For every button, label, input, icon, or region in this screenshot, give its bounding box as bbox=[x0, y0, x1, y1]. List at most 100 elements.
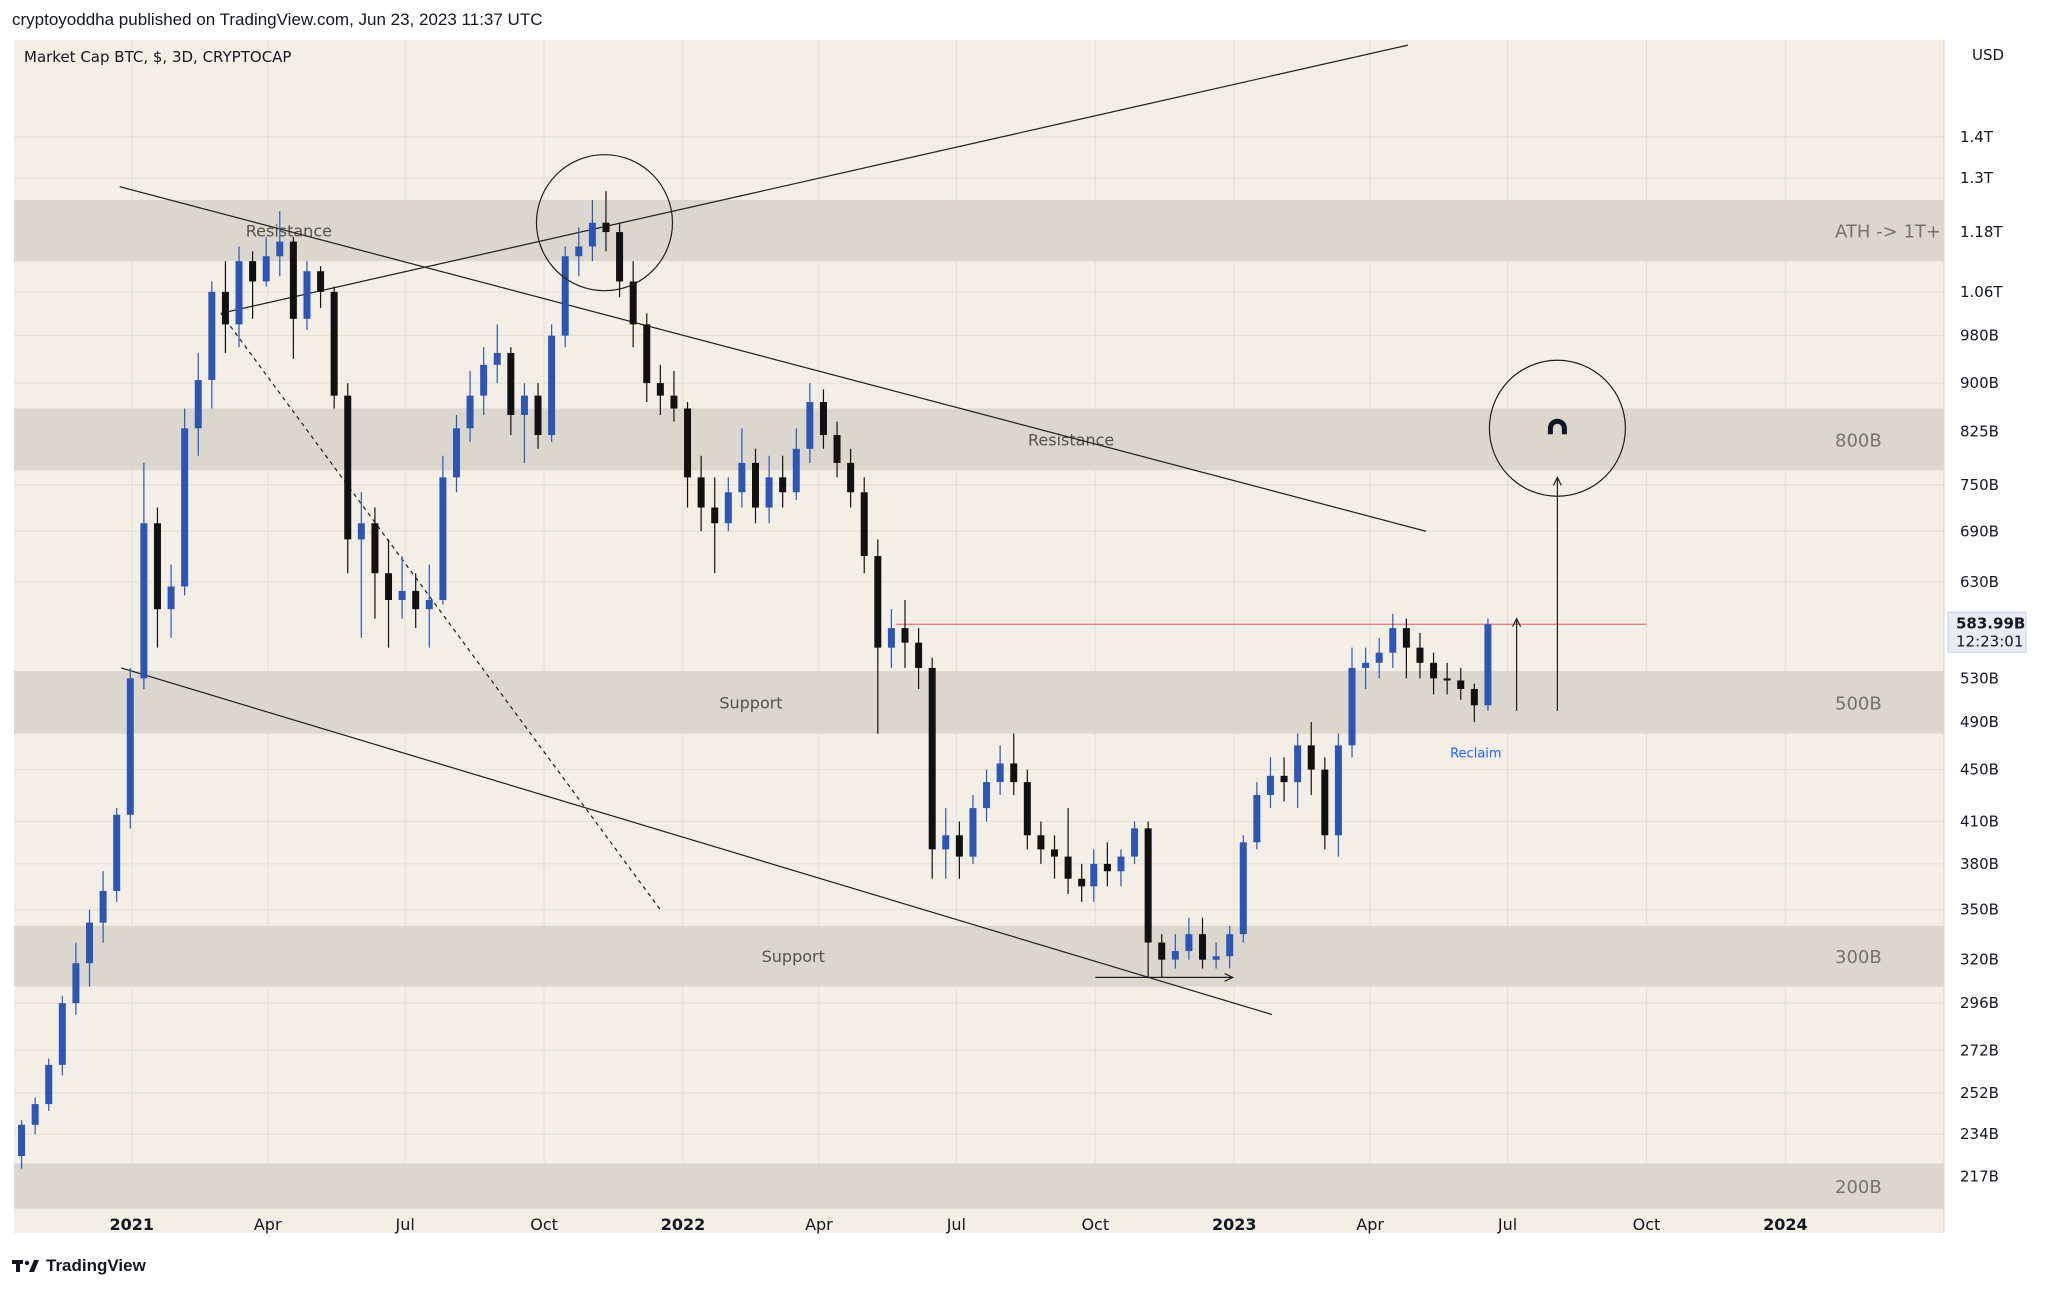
candle-body bbox=[330, 291, 338, 396]
candle-body bbox=[983, 782, 991, 809]
candle-body bbox=[833, 435, 841, 463]
currency-label: USD bbox=[1972, 46, 2004, 64]
price-tick-label: 320B bbox=[1960, 951, 1999, 969]
candle-body bbox=[126, 678, 134, 815]
candle-body bbox=[792, 448, 800, 493]
time-tick-label: 2023 bbox=[1212, 1215, 1257, 1234]
candle-body bbox=[656, 383, 664, 396]
candle-body bbox=[493, 352, 501, 365]
candle-body bbox=[1023, 782, 1031, 836]
candle-body bbox=[1212, 956, 1220, 960]
candle-body bbox=[1117, 856, 1125, 872]
candle-body bbox=[534, 395, 542, 436]
zone-band bbox=[14, 1163, 1944, 1208]
candle-body bbox=[1064, 856, 1072, 879]
candle-body bbox=[412, 590, 420, 610]
candle-body bbox=[480, 364, 488, 396]
chart-title: Market Cap BTC, $, 3D, CRYPTOCAP bbox=[24, 48, 291, 66]
price-axis[interactable]: 1.4T 1.3T 1.18T 1.06T 980B 900B 825B 750B 690B 63… bbox=[1960, 128, 2003, 1186]
time-tick-label: 2024 bbox=[1763, 1215, 1808, 1234]
candle-body bbox=[1144, 828, 1152, 943]
candle-body bbox=[371, 523, 379, 574]
magnet-icon bbox=[1547, 418, 1567, 435]
time-tick-label: 2022 bbox=[661, 1215, 706, 1234]
zone-band bbox=[14, 199, 1944, 262]
dashed-trendline bbox=[220, 312, 661, 911]
candle-body bbox=[548, 335, 556, 436]
candle-body bbox=[874, 556, 882, 648]
price-tick-label: 217B bbox=[1960, 1167, 1999, 1185]
candle-body bbox=[113, 814, 121, 891]
candle-body bbox=[915, 642, 923, 668]
price-tick-label: 690B bbox=[1960, 522, 1999, 540]
time-tick-label: Oct bbox=[530, 1215, 558, 1234]
time-tick-label: Apr bbox=[254, 1215, 282, 1234]
tradingview-footer[interactable]: TradingView bbox=[12, 1256, 146, 1276]
candle-body bbox=[18, 1124, 26, 1157]
price-tick-label: 272B bbox=[1960, 1041, 1999, 1059]
candle-body bbox=[425, 599, 433, 610]
candle-body bbox=[1051, 849, 1059, 857]
candle-body bbox=[357, 523, 365, 540]
price-tick-label: 380B bbox=[1960, 855, 1999, 873]
zones-layer: ResistanceATH -> 1T+Resistance800BSuppor… bbox=[14, 199, 1944, 1208]
zone-band bbox=[14, 408, 1944, 471]
candle-body bbox=[1334, 745, 1342, 836]
candle-body bbox=[616, 232, 624, 282]
trendline bbox=[220, 44, 1409, 314]
candle-body bbox=[1375, 652, 1383, 663]
zone-band bbox=[14, 671, 1944, 734]
candle-body bbox=[1253, 794, 1261, 843]
last-price-countdown: 12:23:01 bbox=[1956, 632, 2023, 650]
candle-body bbox=[520, 395, 528, 415]
candle-body bbox=[1239, 842, 1247, 935]
candle-body bbox=[860, 492, 868, 557]
candle-body bbox=[996, 763, 1004, 783]
candle-body bbox=[398, 590, 406, 600]
candlestick-chart[interactable]: ResistanceATH -> 1T+Resistance800BSuppor… bbox=[0, 40, 2048, 1245]
zone-side-label: ATH -> 1T+ bbox=[1835, 222, 1941, 243]
arrow-head bbox=[1224, 972, 1235, 982]
candle-body bbox=[1307, 745, 1315, 770]
candle-body bbox=[1266, 775, 1274, 795]
candle-body bbox=[684, 408, 692, 478]
time-tick-label: 2021 bbox=[110, 1215, 155, 1234]
candle-body bbox=[181, 428, 189, 587]
candle-body bbox=[1280, 775, 1288, 783]
candle-body bbox=[221, 291, 229, 325]
annotations-layer: Reclaim bbox=[535, 154, 1626, 982]
price-tick-label: 410B bbox=[1960, 813, 1999, 831]
candle-body bbox=[1362, 662, 1370, 668]
price-tick-label: 234B bbox=[1960, 1125, 1999, 1143]
candle-body bbox=[575, 246, 583, 257]
candle-body bbox=[819, 402, 827, 436]
time-tick-label: Jul bbox=[946, 1215, 966, 1234]
candle-body bbox=[249, 261, 257, 282]
trendlines-layer bbox=[119, 44, 1647, 1016]
zone-band bbox=[14, 925, 1944, 987]
publisher-line: cryptoyoddha published on TradingView.co… bbox=[12, 10, 543, 29]
candle-body bbox=[1078, 878, 1086, 887]
chart-area[interactable]: ResistanceATH -> 1T+Resistance800BSuppor… bbox=[0, 40, 2048, 1245]
candle-body bbox=[262, 256, 270, 282]
price-tick-label: 1.18T bbox=[1960, 223, 2003, 241]
candle-body bbox=[45, 1064, 53, 1105]
candle-body bbox=[1457, 680, 1465, 689]
candle-body bbox=[507, 352, 515, 415]
candle-body bbox=[235, 261, 243, 325]
candle-body bbox=[194, 380, 202, 429]
candle-body bbox=[751, 462, 759, 508]
last-price-badge: 583.99B 12:23:01 bbox=[1947, 611, 2027, 653]
candle-body bbox=[303, 271, 311, 319]
candle-body bbox=[1294, 745, 1302, 783]
candle-body bbox=[847, 462, 855, 493]
price-tick-label: 980B bbox=[1960, 327, 1999, 345]
candle-body bbox=[1103, 863, 1111, 872]
candle-body bbox=[1470, 688, 1478, 706]
candle-body bbox=[1010, 763, 1018, 783]
price-tick-label: 350B bbox=[1960, 901, 1999, 919]
time-tick-label: Jul bbox=[1497, 1215, 1517, 1234]
candle-body bbox=[317, 271, 325, 292]
candle-body bbox=[1443, 678, 1451, 681]
time-axis[interactable]: 2021 Apr Jul Oct 2022 Apr Jul Oct 2023 Apr Jul Oct 2… bbox=[110, 1215, 1808, 1234]
